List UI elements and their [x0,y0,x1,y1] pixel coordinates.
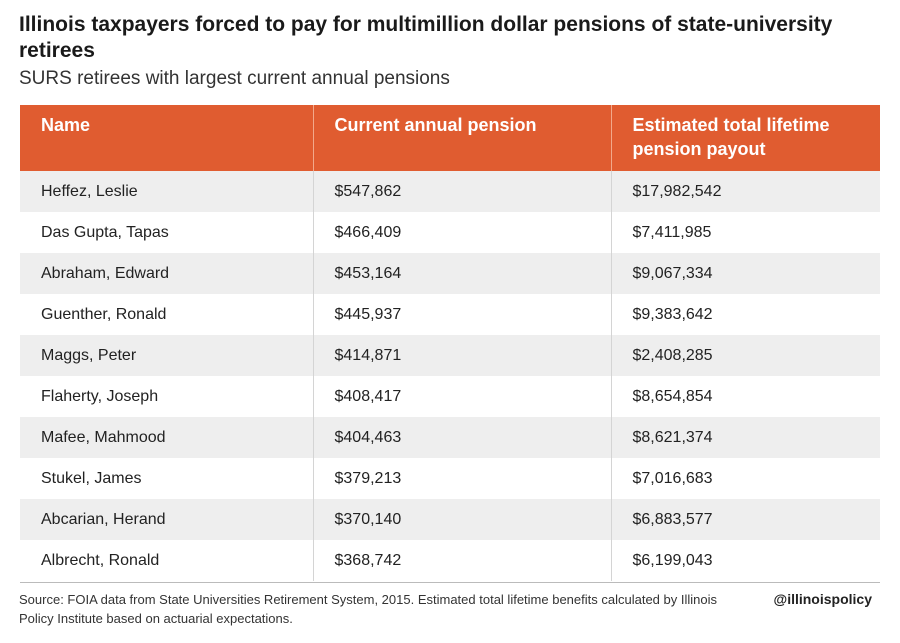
cell-lifetime-payout: $17,982,542 [610,171,880,212]
cell-current-pension: $466,409 [312,212,611,253]
cell-current-pension: $379,213 [312,458,611,499]
cell-lifetime-payout: $2,408,285 [610,335,880,376]
cell-name: Flaherty, Joseph [20,376,313,417]
cell-current-pension: $370,140 [312,499,611,540]
table-row: Heffez, Leslie $547,862 $17,982,542 [20,171,880,212]
cell-name: Abcarian, Herand [20,499,313,540]
table-row: Das Gupta, Tapas $466,409 $7,411,985 [20,212,880,253]
pension-table: Name Current annual pension Estimated to… [20,105,880,581]
cell-name: Abraham, Edward [20,253,313,294]
column-header-lifetime-payout: Estimated total lifetime pension payout [610,105,880,171]
cell-name: Heffez, Leslie [20,171,313,212]
cell-lifetime-payout: $6,883,577 [610,499,880,540]
header-row: Name Current annual pension Estimated to… [20,105,880,171]
cell-current-pension: $408,417 [312,376,611,417]
cell-lifetime-payout: $8,621,374 [610,417,880,458]
cell-lifetime-payout: $8,654,854 [610,376,880,417]
table-row: Guenther, Ronald $445,937 $9,383,642 [20,294,880,335]
cell-lifetime-payout: $6,199,043 [610,540,880,581]
chart-title: Illinois taxpayers forced to pay for mul… [19,13,833,62]
table-row: Stukel, James $379,213 $7,016,683 [20,458,880,499]
cell-current-pension: $368,742 [312,540,611,581]
cell-current-pension: $404,463 [312,417,611,458]
column-header-current-pension: Current annual pension [312,105,611,171]
table-row: Albrecht, Ronald $368,742 $6,199,043 [20,540,880,581]
cell-lifetime-payout: $9,067,334 [610,253,880,294]
chart-subtitle: SURS retirees with largest current annua… [19,68,450,89]
table-row: Maggs, Peter $414,871 $2,408,285 [20,335,880,376]
cell-name: Mafee, Mahmood [20,417,313,458]
cell-name: Albrecht, Ronald [20,540,313,581]
column-header-name: Name [20,105,313,171]
cell-current-pension: $414,871 [312,335,611,376]
footer-divider [20,582,880,583]
cell-lifetime-payout: $7,016,683 [610,458,880,499]
cell-name: Maggs, Peter [20,335,313,376]
cell-name: Guenther, Ronald [20,294,313,335]
cell-lifetime-payout: $7,411,985 [610,212,880,253]
cell-lifetime-payout: $9,383,642 [610,294,880,335]
table-row: Mafee, Mahmood $404,463 $8,621,374 [20,417,880,458]
cell-current-pension: $445,937 [312,294,611,335]
table-row: Flaherty, Joseph $408,417 $8,654,854 [20,376,880,417]
cell-current-pension: $547,862 [312,171,611,212]
cell-name: Stukel, James [20,458,313,499]
table-row: Abraham, Edward $453,164 $9,067,334 [20,253,880,294]
table-body: Heffez, Leslie $547,862 $17,982,542 Das … [20,171,880,581]
cell-name: Das Gupta, Tapas [20,212,313,253]
table-row: Abcarian, Herand $370,140 $6,883,577 [20,499,880,540]
brand-handle: @illinoispolicy [773,591,872,607]
cell-current-pension: $453,164 [312,253,611,294]
source-note: Source: FOIA data from State Universitie… [19,592,717,626]
table-header: Name Current annual pension Estimated to… [20,105,880,171]
